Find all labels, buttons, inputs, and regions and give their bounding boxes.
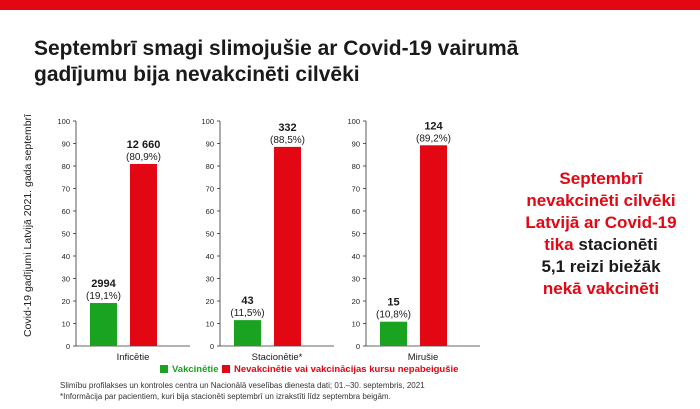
y-tick-label: 60	[206, 207, 214, 216]
y-tick-label: 80	[352, 162, 360, 171]
y-tick-label: 10	[352, 320, 360, 329]
y-tick-label: 60	[62, 207, 70, 216]
y-tick-label: 70	[206, 185, 214, 194]
y-tick-label: 40	[352, 252, 360, 261]
legend-swatch-unvaccinated	[222, 365, 230, 374]
bar-percent-label: (19,1%)	[86, 291, 121, 302]
bar-count-label: 15	[387, 297, 399, 309]
bar-count-label: 12 660	[127, 139, 161, 151]
bar-count-label: 332	[278, 122, 296, 134]
legend-label-vaccinated: Vakcinētie	[172, 364, 219, 375]
bar	[274, 146, 301, 346]
side-line-4b: stacionēti	[573, 235, 658, 254]
footnote-line: *Informācija par pacientiem, kuri bija s…	[60, 392, 391, 401]
y-tick-label: 40	[206, 252, 214, 261]
legend-item-vaccinated: Vakcinētie	[160, 364, 218, 375]
side-callout: Septembrī nevakcinēti cilvēki Latvijā ar…	[516, 168, 686, 300]
side-line-5: 5,1 reizi biežāk	[541, 257, 661, 276]
bar-percent-label: (88,5%)	[270, 135, 305, 146]
bar	[420, 145, 447, 346]
y-tick-label: 30	[206, 275, 214, 284]
category-label: Inficētie	[117, 352, 150, 363]
y-tick-label: 90	[206, 140, 214, 149]
side-line-6: nekā vakcinēti	[542, 279, 660, 298]
source-note: Slimību profilakses un kontroles centra …	[60, 380, 560, 402]
y-tick-label: 100	[347, 117, 360, 126]
y-tick-label: 20	[352, 297, 360, 306]
bar-percent-label: (80,9%)	[126, 152, 161, 163]
y-tick-label: 0	[210, 342, 214, 351]
bar-percent-label: (10,8%)	[376, 310, 411, 321]
y-tick-label: 70	[62, 185, 70, 194]
side-line-1: Septembrī	[559, 169, 643, 188]
page-title: Septembrī smagi slimojušie ar Covid-19 v…	[34, 37, 519, 86]
category-label: Mirušie	[408, 352, 439, 363]
bar	[130, 163, 157, 346]
side-line-3: Latvijā ar Covid-19	[525, 213, 677, 232]
y-tick-label: 30	[62, 275, 70, 284]
y-tick-label: 10	[206, 320, 214, 329]
source-line: Slimību profilakses un kontroles centra …	[60, 381, 425, 390]
y-tick-label: 70	[352, 185, 360, 194]
bar-count-label: 2994	[91, 278, 116, 290]
bar-count-label: 43	[241, 295, 253, 307]
y-tick-label: 30	[352, 275, 360, 284]
y-tick-label: 40	[62, 252, 70, 261]
legend-item-unvaccinated: Nevakcinētie vai vakcinācijas kursu nepa…	[222, 364, 458, 375]
y-tick-label: 100	[57, 117, 70, 126]
side-line-2: nevakcinēti cilvēki	[526, 191, 676, 210]
bar	[380, 321, 407, 346]
y-tick-label: 10	[62, 320, 70, 329]
y-tick-label: 80	[206, 162, 214, 171]
bar	[90, 303, 117, 346]
legend-label-unvaccinated: Nevakcinētie vai vakcinācijas kursu nepa…	[234, 364, 459, 375]
y-tick-label: 20	[62, 297, 70, 306]
y-tick-label: 20	[206, 297, 214, 306]
y-tick-label: 100	[201, 117, 214, 126]
y-tick-label: 60	[352, 207, 360, 216]
bar-count-label: 124	[424, 120, 443, 132]
category-label: Stacionētie*	[252, 352, 303, 363]
bar	[234, 320, 261, 346]
legend-swatch-vaccinated	[160, 365, 168, 374]
bar-percent-label: (11,5%)	[230, 308, 264, 319]
y-tick-label: 50	[352, 230, 360, 239]
y-tick-label: 50	[206, 230, 214, 239]
y-tick-label: 0	[66, 342, 70, 351]
y-tick-label: 50	[62, 230, 70, 239]
y-tick-label: 0	[356, 342, 360, 351]
y-tick-label: 90	[352, 140, 360, 149]
bar-percent-label: (89,2%)	[416, 133, 451, 144]
y-tick-label: 80	[62, 162, 70, 171]
top-accent-bar	[0, 0, 700, 10]
y-tick-label: 90	[62, 140, 70, 149]
side-line-4a: tika	[544, 235, 574, 254]
